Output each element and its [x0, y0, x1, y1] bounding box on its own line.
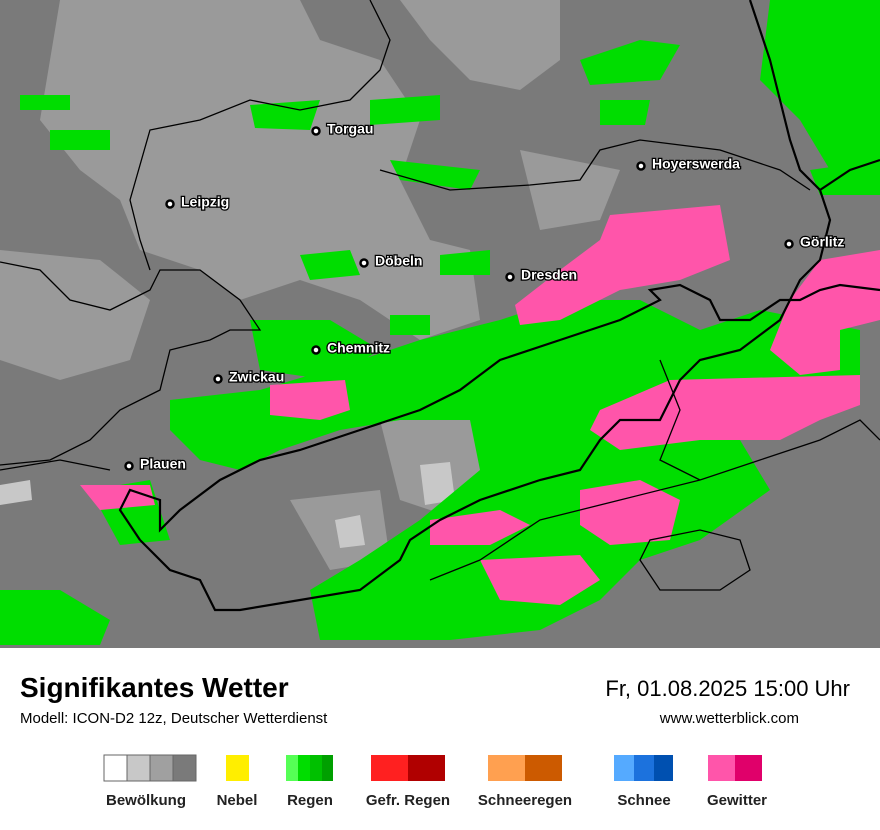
legend-label: Bewölkung [106, 792, 186, 809]
city-label: Döbeln [375, 253, 422, 269]
legend-label: Regen [287, 792, 333, 809]
city-label: Görlitz [800, 234, 844, 250]
borders [0, 0, 880, 612]
city-dot [505, 272, 515, 282]
city-dot [124, 461, 134, 471]
legend-label: Schneeregen [478, 792, 572, 809]
city-dot [359, 258, 369, 268]
legend-swatches [103, 754, 762, 782]
legend-label: Gewitter [707, 792, 767, 809]
legend-label: Gefr. Regen [366, 792, 450, 809]
title: Signifikantes Wetter [20, 672, 289, 703]
legend-label: Nebel [217, 792, 258, 809]
city-label: Zwickau [229, 369, 284, 385]
city-label: Torgau [327, 121, 373, 137]
city-dot [636, 161, 646, 171]
city-dot [213, 374, 223, 384]
website: www.wetterblick.com [659, 710, 799, 727]
legend-label: Schnee [617, 792, 670, 809]
city-label: Plauen [140, 456, 186, 472]
city-label: Leipzig [181, 194, 229, 210]
city-dot [311, 126, 321, 136]
weather-map: Torgau Leipzig Hoyerswerda Görlitz Döbel… [0, 0, 880, 648]
city-dot [165, 199, 175, 209]
thunderstorm-areas [80, 205, 880, 605]
cities: Torgau Leipzig Hoyerswerda Görlitz Döbel… [124, 119, 846, 473]
model-info: Modell: ICON-D2 12z, Deutscher Wetterdie… [20, 710, 328, 727]
datetime: Fr, 01.08.2025 15:00 Uhr [605, 676, 850, 701]
light-clouds [0, 0, 620, 570]
city-label: Chemnitz [327, 340, 390, 356]
city-dot [784, 239, 794, 249]
city-label: Hoyerswerda [652, 156, 740, 172]
city-dot [311, 345, 321, 355]
legend: Bewölkung Nebel Regen Gefr. Regen Schnee… [103, 754, 767, 809]
bright-clouds [0, 462, 455, 548]
city-label: Dresden [521, 267, 577, 283]
